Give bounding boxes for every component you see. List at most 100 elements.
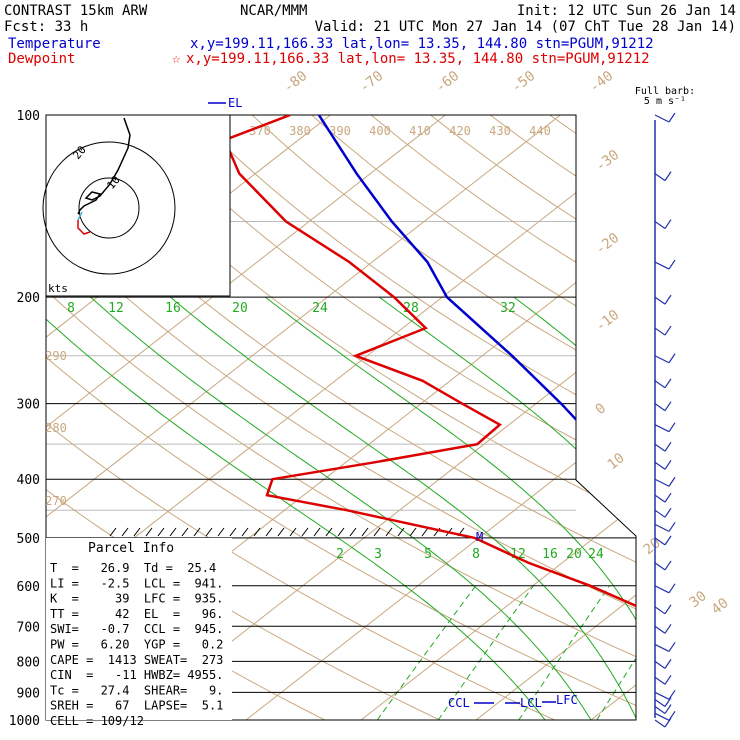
wind-barb	[654, 424, 670, 433]
hodo-units: kts	[48, 282, 68, 295]
wind-barb	[654, 523, 670, 532]
dry-adiabat	[223, 115, 636, 720]
isotherm-line	[46, 115, 618, 720]
pressure-label: 900	[17, 686, 40, 701]
theta-label: 430	[489, 124, 511, 138]
wind-barb-flag	[664, 623, 672, 634]
mixing-ratio-label: 24	[588, 547, 604, 562]
dry-adiabat	[281, 115, 636, 720]
dewpoint-location: x,y=199.11,166.33 lat,lon= 13.35, 144.80…	[186, 51, 650, 67]
dry-adiabat	[46, 115, 636, 720]
wind-barb	[654, 706, 666, 715]
dry-adiabat	[686, 87, 740, 733]
dry-adiabat	[46, 115, 636, 720]
wind-barb	[654, 643, 670, 652]
mixing-ratio-label: 3	[374, 547, 382, 562]
pressure-label: 400	[17, 473, 40, 488]
wind-barb-flag	[668, 353, 676, 364]
wind-barb-flag	[664, 492, 672, 503]
temperature-location: x,y=199.11,166.33 lat,lon= 13.35, 144.80…	[190, 36, 654, 52]
moist-adiabat	[170, 296, 636, 720]
wind-barb-flag	[664, 535, 672, 546]
mixing-ratio-label: 2	[336, 547, 344, 562]
moist-adiabat	[378, 296, 636, 720]
hash-mark	[265, 527, 273, 537]
wind-barb-flag	[664, 659, 672, 669]
hash-mark	[229, 527, 237, 537]
hodo-trace-mid	[77, 211, 83, 221]
hash-mark	[193, 527, 201, 537]
hash-mark	[253, 527, 261, 537]
hodo-ring-10	[78, 177, 140, 239]
wind-barb-flag	[664, 674, 672, 685]
isotherm-label: -60	[433, 68, 463, 96]
hash-mark	[277, 527, 285, 537]
dry-adiabat	[165, 115, 636, 720]
hash-mark	[145, 527, 153, 537]
wind-barb	[654, 443, 666, 452]
theta-label: 420	[449, 124, 471, 138]
wind-barb	[654, 699, 666, 708]
level-markers: EL CCL LCL LFC M	[208, 96, 578, 710]
hash-mark	[349, 527, 357, 537]
wind-barb	[654, 660, 666, 669]
dry-adiabat	[108, 115, 636, 720]
wind-barb	[654, 327, 666, 336]
mixing-ratio-label: 5	[424, 547, 432, 562]
parcel-info-row: CAPE = 1413 SWEAT= 273	[50, 653, 223, 667]
dry-adiabat	[46, 115, 636, 720]
moist-adiabat	[265, 296, 636, 720]
wind-barb-flag	[668, 689, 676, 700]
wind-barb-flag	[664, 294, 672, 305]
wind-barb-flag	[664, 378, 672, 389]
pressure-label: 100	[17, 109, 40, 124]
parcel-info-row: TT = 42 EL = 96.	[50, 607, 223, 621]
wind-barb	[654, 173, 666, 182]
theta-e-label: 24	[312, 301, 328, 316]
mixing-ratio-label: 20	[566, 547, 582, 562]
mixing-ratio-label: 8	[472, 547, 480, 562]
theta-label: 280	[45, 421, 67, 435]
pressure-label: 300	[17, 398, 40, 413]
wind-barb-flag	[664, 560, 672, 571]
parcel-info-row: Tc = 27.4 SHEAR= 9.	[50, 683, 223, 697]
parcel-info-row: K = 39 LFC = 935.	[50, 592, 223, 606]
barb-key-title: Full barb:	[635, 86, 695, 97]
dry-adiabat	[46, 115, 584, 720]
wind-barb-flag	[664, 219, 672, 229]
wind-barb	[654, 296, 666, 305]
wind-barb	[654, 478, 670, 487]
theta-e-label: 8	[67, 301, 75, 316]
wind-barb-flag	[664, 325, 672, 336]
wind-barb	[654, 585, 670, 594]
theta-label: 290	[45, 349, 67, 363]
center-label: NCAR/MMM	[240, 3, 307, 19]
wind-barb	[654, 494, 666, 503]
hash-mark	[337, 527, 345, 537]
wind-barbs	[654, 112, 676, 728]
marker-lfc: LFC	[556, 693, 578, 707]
hash-mark	[121, 527, 129, 537]
parcel-info-row: PW = 6.20 YGP = 0.2	[50, 638, 223, 652]
star-icon: ☆	[172, 51, 181, 67]
wind-barb	[654, 380, 666, 389]
wind-barb-flag	[664, 401, 672, 411]
theta-label: 400	[369, 124, 391, 138]
isotherm-label: -30	[593, 147, 623, 175]
moist-adiabat	[513, 296, 636, 720]
hash-mark	[421, 527, 429, 537]
dewpoint-legend: Dewpoint	[8, 51, 75, 67]
wind-barb-flag	[664, 441, 672, 452]
wind-barb	[654, 355, 670, 364]
parcel-info-row: CELL = 109/12	[50, 714, 144, 728]
wind-barb	[654, 562, 666, 571]
hodograph-box	[45, 114, 231, 297]
theta-e-label: 28	[403, 301, 419, 316]
model-title: CONTRAST 15km ARW	[4, 3, 148, 19]
isotherm-line	[0, 0, 42, 720]
pressure-label: 200	[17, 291, 40, 306]
